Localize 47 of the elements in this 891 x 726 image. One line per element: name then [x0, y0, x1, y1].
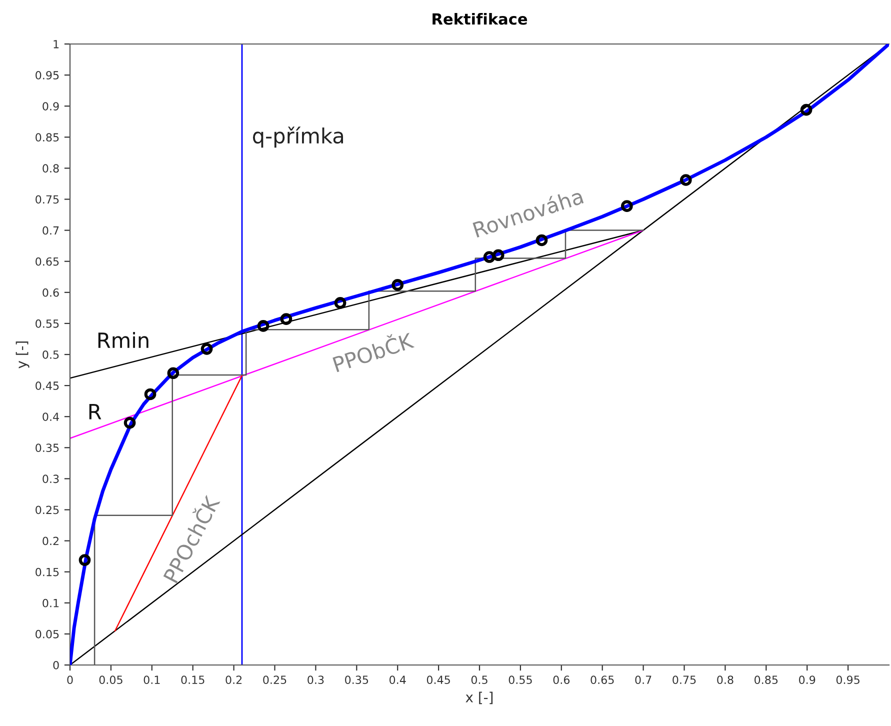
y-tick-label: 0.75 [36, 195, 59, 204]
y-tick-label: 0.85 [36, 133, 59, 142]
x-tick-label: 0.75 [672, 676, 696, 684]
x-axis-title: x [-] [466, 692, 493, 704]
x-tick-label: 0.05 [99, 676, 122, 684]
y-tick-label: 0.1 [42, 598, 59, 608]
x-tick-label: 0.95 [836, 676, 860, 684]
y-tick-label: 0.8 [42, 164, 59, 173]
y-axis-title: y [-] [16, 341, 30, 368]
chart-title: Rektifikace [432, 12, 528, 25]
series-label: Rmin [98, 332, 148, 348]
y-tick-label: 0.15 [36, 568, 59, 576]
x-tick-label: 0.85 [754, 676, 778, 684]
x-tick-label: 0.45 [426, 676, 450, 684]
x-tick-label: 0.65 [590, 676, 614, 684]
x-tick-label: 0.5 [471, 676, 488, 684]
x-tick-label: 0.4 [390, 676, 406, 684]
y-tick-label: 0.05 [36, 630, 59, 638]
x-tick-label: 0.9 [799, 676, 816, 684]
y-tick-label: 0.25 [36, 506, 59, 514]
y-tick-label: 0.35 [36, 444, 59, 452]
y-tick-label: 0.45 [36, 382, 59, 390]
x-tick-label: 0.35 [345, 676, 368, 684]
annotation: R [89, 404, 102, 420]
y-tick-label: 1 [54, 40, 59, 48]
x-tick-label: 0 [67, 676, 73, 684]
y-tick-label: 0.9 [42, 102, 59, 110]
y-tick-label: 0.65 [36, 257, 59, 266]
x-tick-label: 0.1 [144, 676, 160, 684]
y-tick-label: 0.5 [42, 350, 59, 359]
x-tick-label: 0.8 [717, 676, 734, 684]
x-tick-label: 0.25 [263, 676, 286, 684]
y-tick-label: 0 [53, 660, 59, 670]
y-tick-label: 0.55 [36, 319, 59, 328]
x-tick-label: 0.2 [226, 676, 242, 684]
x-tick-label: 0.3 [308, 676, 324, 684]
x-tick-label: 0.15 [181, 676, 204, 684]
x-tick-label: 0.55 [508, 676, 532, 684]
x-tick-label: 0.6 [553, 676, 570, 684]
y-tick-label: 0.7 [42, 226, 59, 235]
y-tick-label: 0.3 [42, 474, 59, 484]
y-tick-label: 0.6 [42, 288, 59, 297]
y-tick-label: 0.95 [36, 71, 59, 80]
y-tick-label: 0.4 [42, 412, 59, 421]
ref-line-label: q-přímka [252, 126, 344, 148]
x-tick-label: 0.7 [635, 676, 652, 684]
y-tick-label: 0.2 [42, 536, 58, 546]
